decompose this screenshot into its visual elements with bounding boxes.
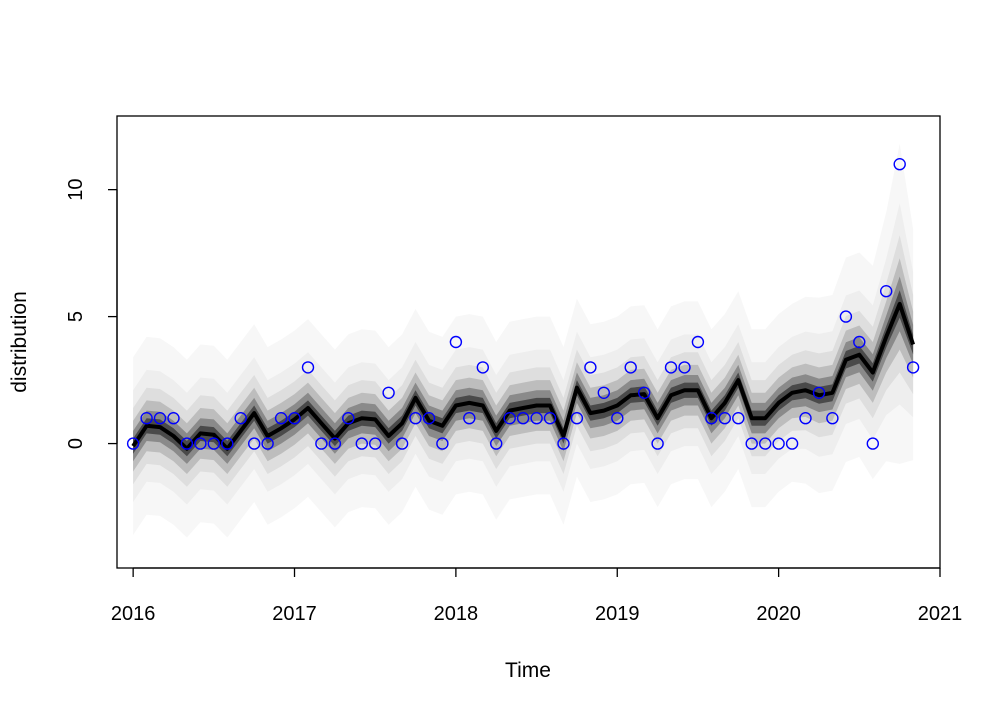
data-point: [826, 412, 839, 425]
x-tick-label: 2021: [918, 603, 963, 625]
data-point: [718, 412, 731, 425]
data-point: [315, 437, 328, 450]
x-tick-label: 2017: [272, 603, 317, 625]
data-point: [207, 437, 221, 450]
data-point: [570, 412, 584, 425]
data-point: [745, 437, 758, 450]
data-point: [906, 361, 920, 374]
data-point: [247, 437, 261, 450]
data-point: [530, 412, 543, 425]
fan-chart-bands: [133, 143, 914, 538]
data-point: [691, 335, 705, 349]
data-point: [732, 412, 745, 425]
y-axis-title: distribution: [8, 291, 31, 393]
data-point: [463, 412, 476, 425]
y-axis: 0 5 10: [65, 179, 118, 449]
data-point: [812, 386, 826, 399]
data-point: [799, 412, 812, 425]
data-point: [516, 412, 530, 425]
data-point: [449, 335, 463, 349]
data-point: [355, 437, 368, 450]
data-point: [395, 437, 409, 450]
data-point: [409, 412, 422, 425]
data-point: [369, 437, 382, 450]
data-point: [301, 361, 315, 374]
data-point: [234, 412, 247, 425]
data-point: [543, 412, 557, 425]
x-tick-label: 2020: [756, 603, 801, 625]
data-point: [584, 361, 597, 374]
data-point: [880, 285, 893, 298]
data-point: [759, 437, 772, 450]
data-point: [651, 437, 664, 450]
data-point: [167, 412, 180, 425]
y-tick-label: 10: [65, 179, 87, 201]
data-point: [853, 335, 866, 349]
y-tick-label: 0: [65, 438, 87, 449]
data-point: [342, 412, 355, 425]
data-point: [140, 412, 153, 425]
x-tick-label: 2019: [595, 603, 640, 625]
x-tick-label: 2016: [111, 603, 156, 625]
data-point: [678, 361, 691, 374]
data-point: [261, 437, 274, 450]
data-point: [328, 437, 342, 450]
data-point: [422, 412, 436, 425]
median-forecast-line: [131, 301, 915, 451]
data-point: [638, 386, 651, 399]
data-point: [772, 437, 785, 450]
data-point: [839, 310, 853, 323]
x-tick-label: 2018: [434, 603, 479, 625]
x-axis-title: Time: [505, 659, 551, 682]
data-point: [893, 157, 906, 171]
data-point: [476, 361, 489, 374]
data-point: [180, 437, 194, 450]
data-point: [153, 412, 167, 425]
data-point: [503, 412, 516, 425]
data-point: [664, 361, 678, 374]
data-point: [611, 412, 624, 425]
data-point: [785, 437, 799, 450]
data-point: [624, 361, 637, 374]
data-point: [557, 437, 570, 450]
data-point: [126, 437, 140, 450]
data-point: [194, 437, 207, 450]
data-point: [490, 437, 503, 450]
observed-points: [126, 157, 920, 450]
x-axis: 2016 2017 2018 2019 2020 2021: [111, 567, 963, 625]
y-tick-label: 5: [65, 311, 87, 322]
fan-band-6: [133, 290, 914, 457]
data-point: [288, 412, 301, 425]
data-point: [866, 437, 879, 450]
data-point: [382, 386, 395, 399]
data-point: [436, 437, 449, 450]
data-point: [597, 386, 610, 399]
data-point: [274, 412, 288, 425]
data-point: [705, 412, 718, 425]
data-point: [221, 437, 234, 450]
